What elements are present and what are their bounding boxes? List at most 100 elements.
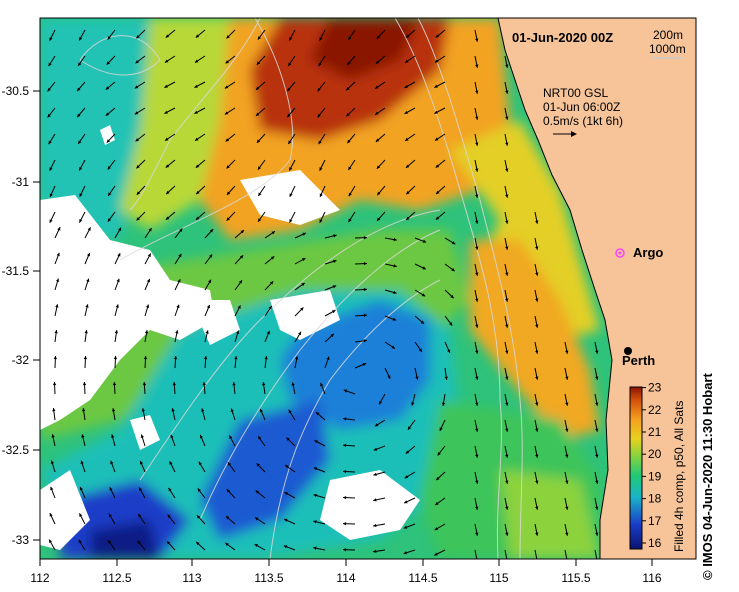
current-arrow-head bbox=[318, 62, 322, 67]
current-arrow-head bbox=[505, 246, 509, 250]
x-tick-label: 115.5 bbox=[561, 571, 590, 585]
current-arrow-head bbox=[475, 168, 479, 172]
current-arrow-head bbox=[447, 349, 451, 353]
current-arrow-head bbox=[136, 34, 140, 39]
current-arrow-head bbox=[268, 306, 272, 310]
current-arrow-head bbox=[225, 542, 229, 547]
current-arrow-head bbox=[289, 37, 293, 41]
current-arrow-head bbox=[393, 264, 397, 268]
current-arrow-head bbox=[346, 86, 350, 91]
current-arrow-head bbox=[256, 463, 260, 467]
current-arrow-head bbox=[475, 220, 479, 224]
current-arrow-head bbox=[202, 382, 206, 386]
current-arrow-head bbox=[110, 460, 114, 465]
current-arrow-head bbox=[535, 298, 539, 302]
current-arrow-head bbox=[475, 506, 479, 510]
current-arrow-head bbox=[195, 34, 200, 38]
argo-label: Argo bbox=[633, 245, 663, 260]
current-arrow-head bbox=[475, 350, 479, 354]
current-arrow-head bbox=[330, 333, 334, 338]
current-arrow-head bbox=[107, 166, 111, 170]
current-arrow-head bbox=[115, 304, 119, 308]
credit-text: © IMOS 04-Jun-2020 11:30 Hobart bbox=[700, 373, 715, 580]
current-arrow-head bbox=[475, 194, 479, 198]
y-axis: -30.5 -31 -31.5 -32 -32.5 -33 bbox=[2, 84, 40, 547]
current-arrow-head bbox=[165, 34, 170, 38]
current-arrow-head bbox=[405, 164, 410, 168]
current-arrow-head bbox=[77, 113, 81, 118]
current-arrow-head bbox=[229, 435, 233, 439]
current-arrow-head bbox=[300, 307, 304, 311]
current-product-label: NRT00 GSL bbox=[543, 86, 608, 100]
current-arrow-head bbox=[387, 375, 391, 379]
current-arrow-head bbox=[226, 217, 230, 221]
current-arrow-head bbox=[47, 87, 51, 92]
current-arrow-head bbox=[50, 486, 54, 491]
current-arrow-head bbox=[291, 382, 295, 386]
current-arrow-head bbox=[450, 294, 454, 299]
current-arrow-head bbox=[107, 218, 112, 222]
current-arrow bbox=[594, 549, 598, 559]
current-arrow-head bbox=[313, 493, 317, 498]
current-arrow-head bbox=[407, 426, 412, 430]
current-arrow-head bbox=[144, 330, 149, 334]
current-arrow-head bbox=[403, 525, 408, 529]
current-arrow-head bbox=[595, 454, 599, 458]
current-arrow-head bbox=[294, 356, 299, 360]
current-arrow-head bbox=[134, 85, 139, 89]
current-arrow-head bbox=[49, 219, 53, 223]
current-arrow-head bbox=[434, 527, 439, 531]
current-arrow-head bbox=[343, 548, 347, 552]
current-arrow-head bbox=[315, 412, 320, 416]
current-arrow-head bbox=[363, 261, 367, 266]
colorbar-title: Filled 4h comp, p50, All Sats bbox=[672, 400, 686, 552]
current-arrow-head bbox=[56, 252, 60, 257]
current-arrow-head bbox=[317, 113, 321, 118]
current-arrow-head bbox=[205, 330, 209, 334]
current-arrow-head bbox=[195, 216, 200, 220]
current-arrow-head bbox=[535, 506, 539, 510]
current-arrow-head bbox=[391, 345, 396, 349]
current-arrow-head bbox=[175, 330, 179, 334]
current-arrow-head bbox=[196, 515, 201, 519]
current-arrow-head bbox=[505, 428, 509, 432]
current-arrow-head bbox=[55, 278, 60, 282]
current-arrow-head bbox=[79, 193, 83, 197]
current-arrow-head bbox=[319, 219, 323, 223]
isobath-legend-1000m: 1000m bbox=[649, 42, 686, 56]
current-arrow-head bbox=[475, 324, 479, 328]
current-arrow-head bbox=[225, 516, 230, 520]
current-arrow-head bbox=[266, 330, 270, 335]
current-arrow-head bbox=[289, 193, 293, 197]
current-arrow-head bbox=[286, 437, 290, 441]
current-arrow-head bbox=[535, 454, 539, 458]
y-tick-label: -30.5 bbox=[2, 84, 30, 98]
current-arrow-head bbox=[348, 192, 352, 197]
current-arrow-head bbox=[105, 112, 110, 116]
current-arrow-head bbox=[234, 356, 238, 360]
current-arrow-head bbox=[376, 35, 381, 39]
current-arrow-head bbox=[475, 480, 479, 484]
current-arrow-head bbox=[254, 544, 259, 548]
current-arrow-head bbox=[256, 139, 261, 143]
current-arrow-head bbox=[376, 217, 381, 221]
current-arrow-head bbox=[87, 227, 91, 231]
current-arrow-head bbox=[230, 408, 234, 413]
current-arrow-head bbox=[373, 498, 377, 502]
current-arrow-head bbox=[289, 219, 293, 223]
current-arrow-head bbox=[435, 501, 439, 506]
current-arrow-head bbox=[136, 191, 141, 195]
y-tick-label: -33 bbox=[12, 533, 30, 547]
colorbar-tick-label: 23 bbox=[648, 381, 662, 395]
current-arrow-head bbox=[288, 140, 292, 144]
current-arrow-head bbox=[116, 278, 120, 283]
current-arrow-head bbox=[270, 256, 275, 260]
isobath-legend-200m: 200m bbox=[653, 28, 683, 42]
current-arrow-head bbox=[505, 194, 509, 198]
current-arrow-head bbox=[54, 330, 58, 334]
current-arrow-head bbox=[434, 137, 439, 141]
current-arrow-head bbox=[420, 320, 425, 324]
current-arrow-head bbox=[178, 253, 182, 258]
current-arrow-head bbox=[227, 462, 232, 466]
current-arrow-head bbox=[206, 304, 210, 309]
